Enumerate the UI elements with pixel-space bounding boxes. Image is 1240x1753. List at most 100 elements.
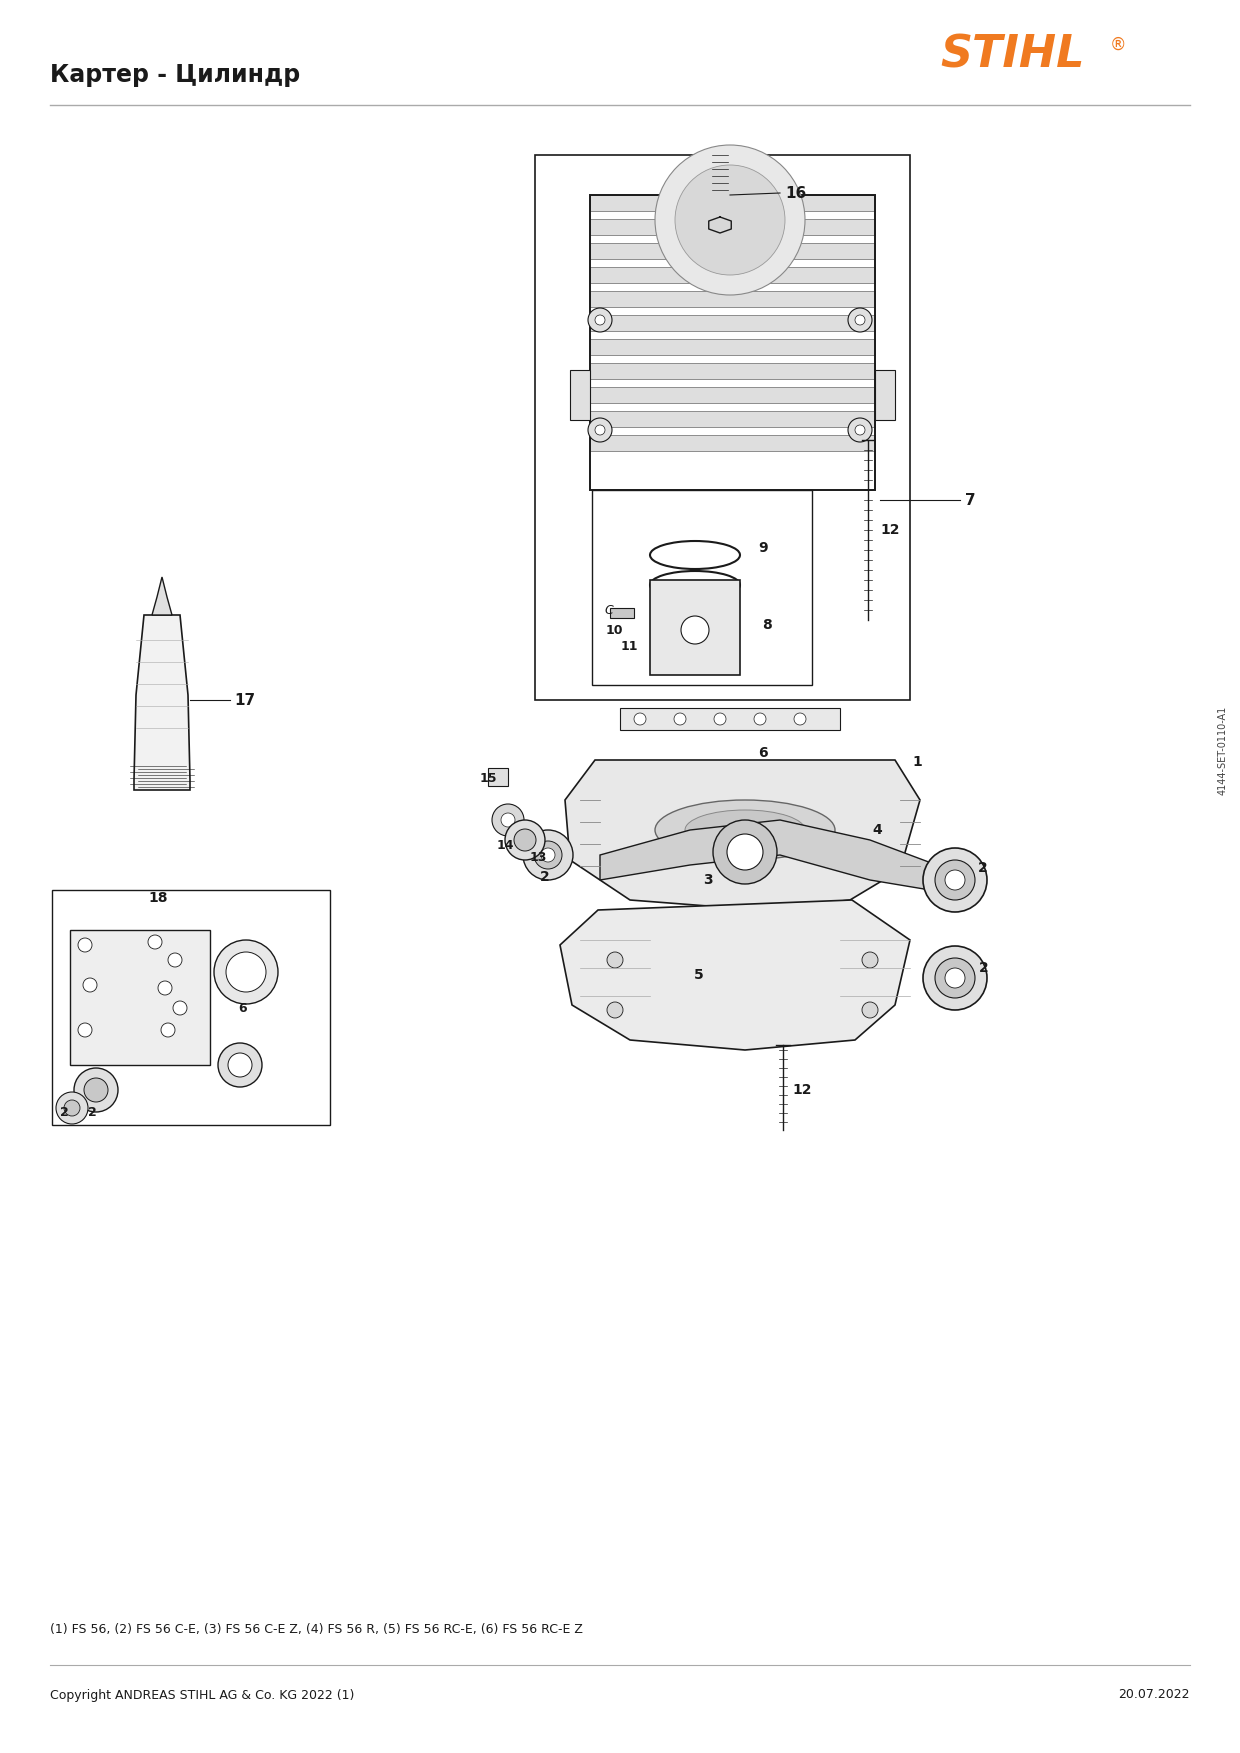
Bar — [590, 244, 875, 259]
Bar — [570, 370, 590, 421]
Text: 13: 13 — [529, 850, 547, 864]
Text: 2: 2 — [539, 869, 549, 884]
Text: 20.07.2022: 20.07.2022 — [1118, 1688, 1190, 1702]
Circle shape — [515, 829, 536, 850]
Circle shape — [505, 820, 546, 861]
Circle shape — [588, 417, 613, 442]
Circle shape — [64, 1099, 81, 1117]
Circle shape — [595, 316, 605, 324]
Circle shape — [862, 952, 878, 968]
Text: 12: 12 — [880, 522, 899, 536]
Bar — [590, 338, 875, 356]
Polygon shape — [134, 615, 190, 791]
Circle shape — [541, 848, 556, 862]
Circle shape — [608, 952, 622, 968]
Circle shape — [655, 145, 805, 295]
Circle shape — [856, 316, 866, 324]
Circle shape — [523, 829, 573, 880]
Circle shape — [848, 309, 872, 331]
Text: 2: 2 — [978, 861, 988, 875]
Circle shape — [794, 713, 806, 726]
Circle shape — [83, 978, 97, 992]
Circle shape — [588, 309, 613, 331]
Circle shape — [862, 1003, 878, 1018]
Text: 6: 6 — [238, 1001, 247, 1015]
Circle shape — [681, 615, 709, 643]
Text: 2: 2 — [60, 1106, 68, 1118]
Bar — [590, 363, 875, 379]
Circle shape — [856, 424, 866, 435]
Circle shape — [78, 1024, 92, 1038]
Text: 16: 16 — [785, 186, 806, 200]
Circle shape — [754, 713, 766, 726]
Bar — [590, 291, 875, 307]
Bar — [590, 219, 875, 235]
Ellipse shape — [684, 810, 805, 850]
Text: ®: ® — [1110, 37, 1126, 54]
Bar — [590, 195, 875, 491]
Text: 3: 3 — [703, 873, 713, 887]
Circle shape — [215, 940, 278, 1004]
Bar — [620, 708, 839, 729]
Circle shape — [74, 1068, 118, 1111]
Bar — [590, 387, 875, 403]
Text: 14: 14 — [497, 838, 515, 852]
Text: 12: 12 — [792, 1083, 811, 1097]
Bar — [650, 580, 740, 675]
Circle shape — [595, 424, 605, 435]
Text: 9: 9 — [758, 542, 768, 556]
Circle shape — [501, 813, 515, 827]
Bar — [590, 195, 875, 210]
Circle shape — [167, 954, 182, 968]
Text: 18: 18 — [148, 891, 167, 905]
Circle shape — [634, 713, 646, 726]
Bar — [591, 491, 812, 685]
Circle shape — [675, 165, 785, 275]
Bar — [712, 170, 728, 210]
Text: 10: 10 — [606, 624, 624, 636]
Bar — [590, 410, 875, 428]
Polygon shape — [153, 577, 172, 615]
Circle shape — [84, 1078, 108, 1103]
Bar — [590, 435, 875, 451]
Bar — [590, 316, 875, 331]
Circle shape — [161, 1024, 175, 1038]
Bar — [610, 608, 634, 619]
Circle shape — [945, 869, 965, 891]
Circle shape — [675, 713, 686, 726]
Bar — [69, 931, 210, 1066]
Text: 4144-SET-0110-A1: 4144-SET-0110-A1 — [1218, 705, 1228, 794]
Circle shape — [923, 848, 987, 912]
Polygon shape — [600, 820, 960, 896]
Bar — [875, 370, 895, 421]
Text: 7: 7 — [965, 493, 976, 508]
Circle shape — [608, 1003, 622, 1018]
Text: 1: 1 — [911, 756, 921, 770]
Circle shape — [923, 947, 987, 1010]
Polygon shape — [715, 245, 725, 289]
Bar — [590, 266, 875, 282]
Circle shape — [226, 952, 267, 992]
Text: 4: 4 — [872, 822, 882, 836]
Bar — [534, 154, 910, 699]
Bar — [489, 768, 508, 785]
Text: 2: 2 — [88, 1106, 97, 1120]
Text: 8: 8 — [763, 619, 771, 633]
Polygon shape — [565, 761, 920, 910]
Text: 11: 11 — [621, 640, 639, 652]
Circle shape — [848, 417, 872, 442]
Circle shape — [157, 982, 172, 996]
Bar — [707, 224, 733, 245]
Circle shape — [148, 934, 162, 948]
Circle shape — [713, 820, 777, 884]
Circle shape — [492, 805, 525, 836]
Circle shape — [727, 834, 763, 869]
Text: C: C — [604, 603, 613, 617]
Text: Картер - Цилиндр: Картер - Цилиндр — [50, 63, 300, 88]
Circle shape — [935, 861, 975, 899]
Polygon shape — [560, 899, 910, 1050]
Text: Copyright ANDREAS STIHL AG & Co. KG 2022 (1): Copyright ANDREAS STIHL AG & Co. KG 2022… — [50, 1688, 355, 1702]
Circle shape — [714, 713, 725, 726]
Bar — [52, 891, 330, 1125]
Text: 5: 5 — [694, 968, 704, 982]
